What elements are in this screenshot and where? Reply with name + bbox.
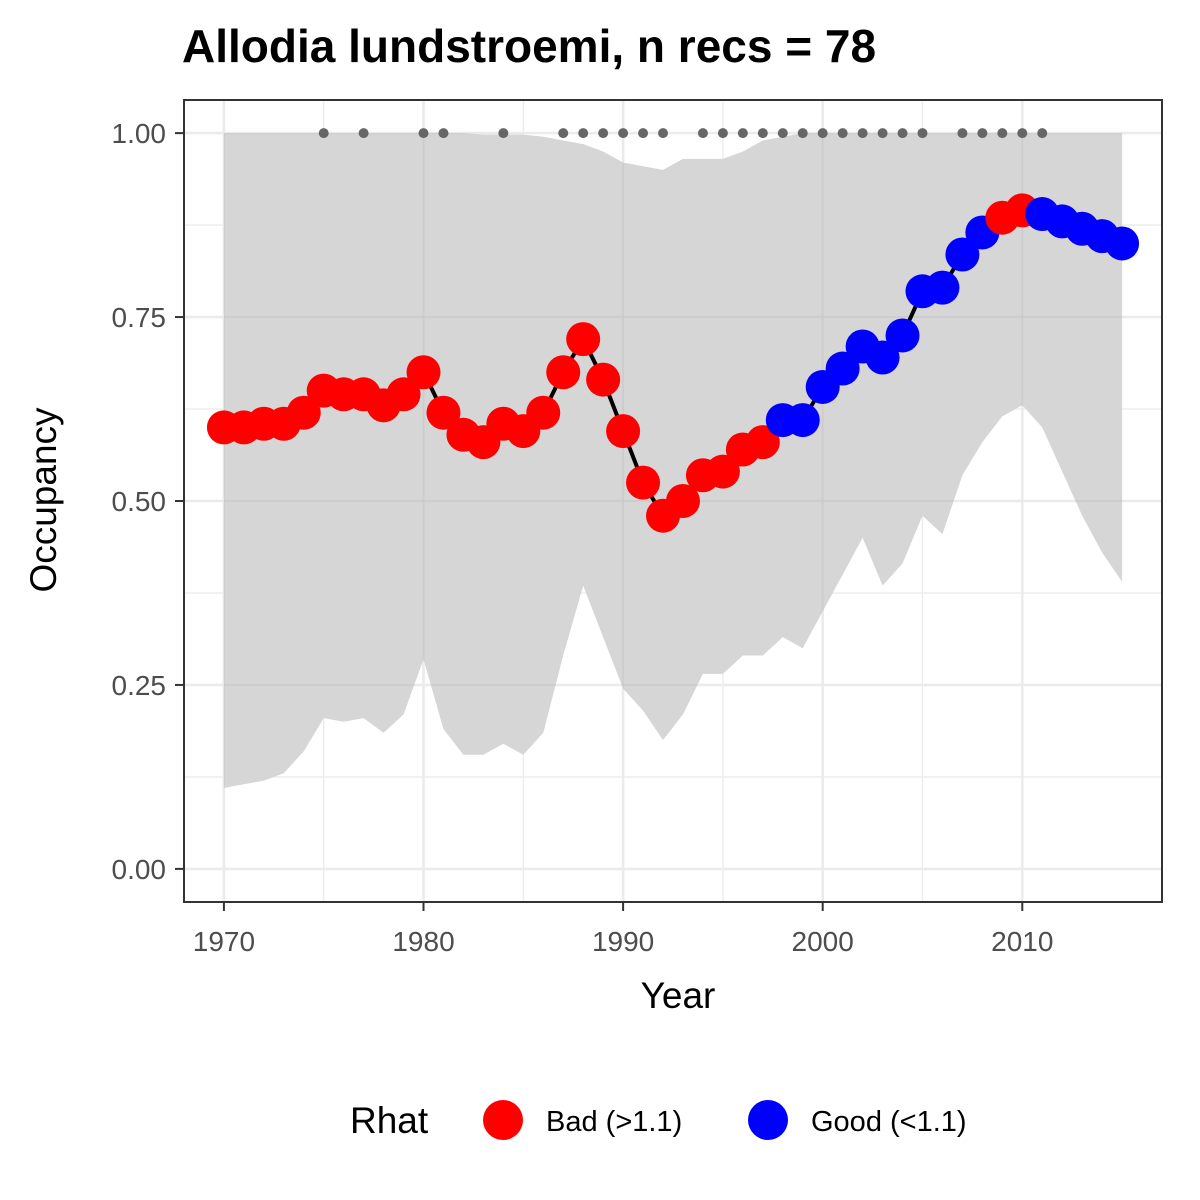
y-tick-label: 0.25 xyxy=(112,670,167,701)
record-dot xyxy=(757,128,768,139)
occupancy-point-good xyxy=(785,403,820,438)
occupancy-point-good xyxy=(865,340,900,375)
occupancy-point-good xyxy=(885,318,920,353)
occupancy-point-bad xyxy=(606,414,641,449)
record-dot xyxy=(957,128,968,139)
record-dot xyxy=(558,128,569,139)
legend-bad-key xyxy=(483,1100,523,1140)
record-dot xyxy=(997,128,1008,139)
y-tick-label: 0.50 xyxy=(112,486,167,517)
record-dot xyxy=(817,128,828,139)
record-dot xyxy=(797,128,808,139)
legend: Rhat Bad (>1.1) Good (<1.1) xyxy=(350,1100,967,1141)
occupancy-point-good xyxy=(925,270,960,305)
record-dot xyxy=(917,128,928,139)
y-axis-title: Occupancy xyxy=(23,407,64,593)
record-dot xyxy=(737,128,748,139)
chart-title: Allodia lundstroemi, n recs = 78 xyxy=(182,20,876,72)
record-dot xyxy=(618,128,629,139)
y-tick-label: 0.00 xyxy=(112,854,167,885)
record-dot xyxy=(877,128,888,139)
record-dot xyxy=(897,128,908,139)
y-axis: 0.00 0.25 0.50 0.75 1.00 xyxy=(112,118,184,885)
occupancy-point-bad xyxy=(626,465,661,500)
record-dot xyxy=(438,128,449,139)
record-dot xyxy=(598,128,609,139)
occupancy-point-bad xyxy=(566,322,601,357)
x-tick-label: 2010 xyxy=(991,926,1053,957)
record-dots xyxy=(318,128,1048,139)
occupancy-point-bad xyxy=(665,484,700,518)
x-tick-label: 1970 xyxy=(193,926,255,957)
record-dot xyxy=(777,128,788,139)
y-tick-label: 0.75 xyxy=(112,302,167,333)
x-tick-label: 2000 xyxy=(792,926,854,957)
credible-interval-ribbon xyxy=(223,133,1123,789)
legend-good-key xyxy=(748,1100,788,1140)
occupancy-point-bad xyxy=(586,362,621,397)
occupancy-points xyxy=(206,193,1140,533)
record-dot xyxy=(977,128,988,139)
record-dot xyxy=(837,128,848,139)
record-dot xyxy=(1017,128,1028,139)
occupancy-point-bad xyxy=(426,395,461,430)
x-axis-title: Year xyxy=(641,975,716,1016)
occupancy-point-bad xyxy=(406,355,441,390)
record-dot xyxy=(578,128,589,139)
occupancy-point-bad xyxy=(705,454,740,489)
legend-title: Rhat xyxy=(350,1100,429,1141)
x-axis: 1970 1980 1990 2000 2010 xyxy=(193,902,1053,957)
occupancy-point-good xyxy=(945,237,980,272)
record-dot xyxy=(638,128,649,139)
legend-good-label: Good (<1.1) xyxy=(811,1106,967,1138)
record-dot xyxy=(857,128,868,139)
record-dot xyxy=(318,128,329,139)
legend-bad-label: Bad (>1.1) xyxy=(546,1106,682,1138)
occupancy-point-bad xyxy=(546,355,581,390)
occupancy-point-bad xyxy=(286,395,321,430)
record-dot xyxy=(697,128,708,139)
y-tick-label: 1.00 xyxy=(112,118,167,149)
x-tick-label: 1990 xyxy=(592,926,654,957)
occupancy-point-bad xyxy=(745,425,780,460)
occupancy-point-good xyxy=(825,351,860,386)
x-tick-label: 1980 xyxy=(392,926,454,957)
occupancy-point-good xyxy=(1105,226,1140,261)
occupancy-point-bad xyxy=(386,377,421,412)
occupancy-point-bad xyxy=(526,395,561,430)
record-dot xyxy=(358,128,369,139)
record-dot xyxy=(1037,128,1048,139)
record-dot xyxy=(498,128,509,139)
plot-panel xyxy=(183,99,1163,903)
record-dot xyxy=(717,128,728,139)
record-dot xyxy=(418,128,429,139)
record-dot xyxy=(658,128,669,139)
